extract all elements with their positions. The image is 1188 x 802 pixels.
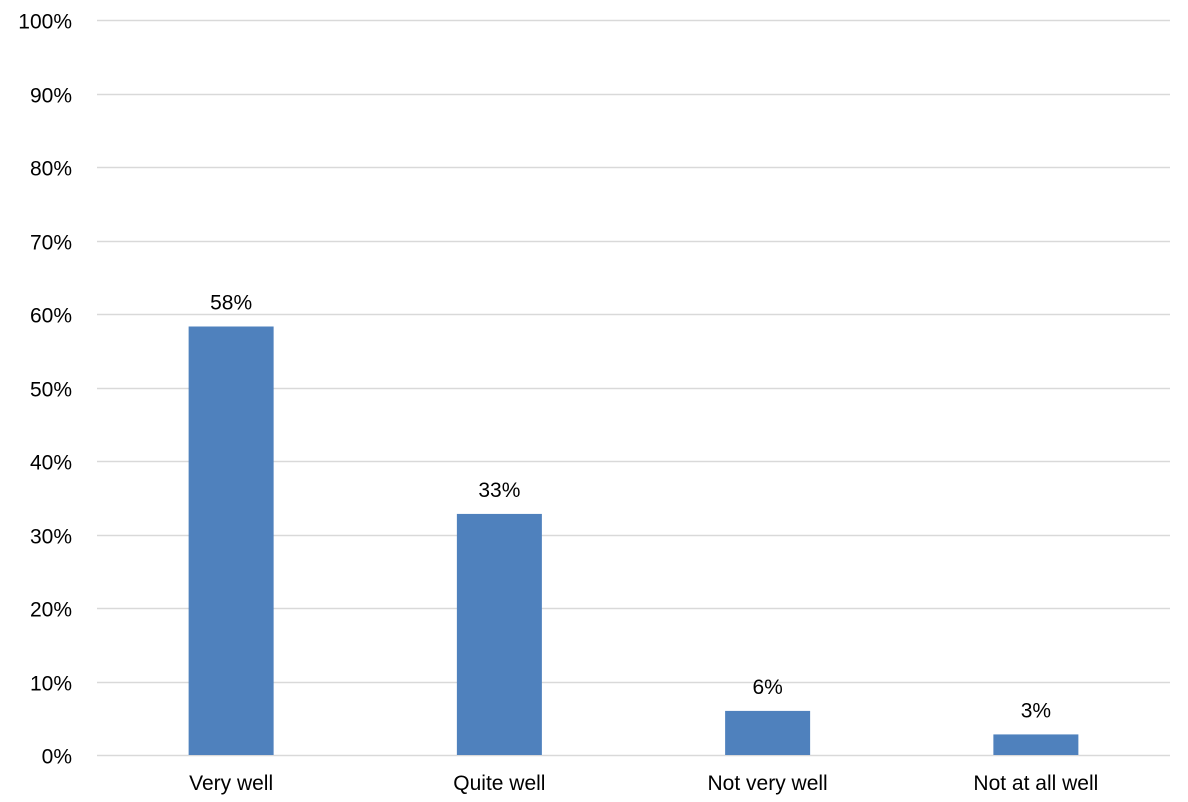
x-tick-label: Not very well (708, 772, 828, 795)
data-label: 3% (1021, 699, 1051, 722)
y-axis-ticks: 0% 10% 20% 30% 40% 50% 60% 70% 80% 90% 100% (18, 11, 72, 769)
bar (725, 710, 811, 755)
data-label: 6% (752, 676, 782, 699)
x-tick-label: Very well (189, 772, 273, 795)
y-tick-label: 40% (30, 452, 72, 475)
data-label: 33% (478, 479, 520, 502)
x-tick-label: Not at all well (973, 772, 1098, 795)
y-tick-label: 70% (30, 232, 72, 255)
y-tick-label: 80% (30, 158, 72, 181)
y-tick-label: 30% (30, 526, 72, 549)
y-tick-label: 60% (30, 305, 72, 328)
bar (456, 513, 542, 755)
data-label: 58% (210, 291, 252, 314)
gridlines (97, 19, 1170, 757)
data-labels: 58% 33% 6% 3% (210, 291, 1051, 722)
y-tick-label: 20% (30, 599, 72, 622)
y-tick-label: 100% (18, 11, 72, 34)
y-tick-label: 90% (30, 85, 72, 108)
x-axis-categories: Very well Quite well Not very well Not at a… (189, 772, 1098, 795)
y-tick-label: 0% (42, 746, 72, 769)
y-tick-label: 50% (30, 379, 72, 402)
bar (993, 734, 1079, 755)
bars (188, 326, 1079, 755)
bar (188, 326, 274, 755)
x-tick-label: Quite well (453, 772, 545, 795)
y-tick-label: 10% (30, 673, 72, 696)
